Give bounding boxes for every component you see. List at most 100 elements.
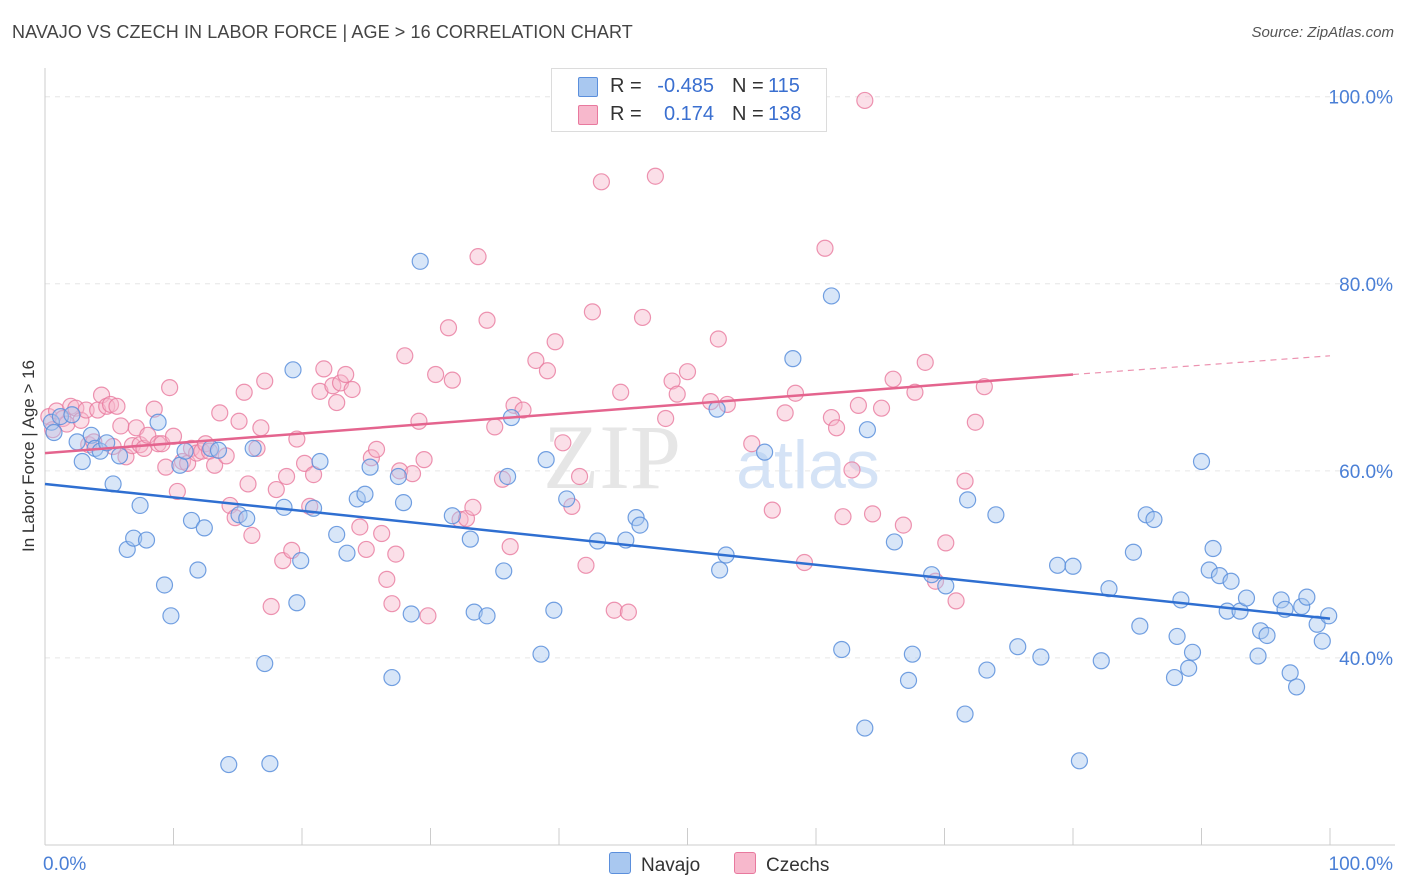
czech-point [256,372,274,390]
navajo-point [220,755,238,774]
czech-point [427,365,445,384]
czech-point [239,475,257,493]
czech-point [663,372,681,390]
navajo-point [1165,668,1184,687]
czech-point [884,370,902,388]
y-axis-label: In Labor Force | Age > 16 [19,360,38,552]
navajo-point [558,490,576,508]
source-label: Source: ZipAtlas.com [1251,24,1394,41]
czech-point [501,538,519,556]
navajo-point [858,421,877,439]
czech-point [315,360,333,378]
czech-point [108,397,126,415]
navajo-point [311,452,329,471]
navajo-point [1048,556,1067,574]
czech-point [822,408,841,427]
czech-point [161,379,179,397]
legend-n-label: N = [732,75,764,97]
navajo-point [885,533,903,551]
czech-point [657,409,675,428]
navajo-point [822,287,841,305]
navajo-point [338,544,356,562]
czech-trend-extension [1072,355,1331,376]
czech-point [92,386,111,404]
navajo-point [1124,543,1142,561]
czech-swatch [578,105,598,125]
navajo-point [1192,452,1211,471]
navajo-point [631,516,649,534]
navajo-point [149,413,167,431]
x-tick-label: 100.0% [1329,854,1394,875]
czech-point [554,434,572,452]
navajo-point [1092,652,1110,670]
navajo-point [708,400,726,418]
czech-point [633,308,652,327]
czech-point [112,417,130,435]
czech-point [230,412,248,430]
czech-point [493,470,512,488]
bottom-legend-navajo: Navajo [609,852,700,877]
czech-point [367,440,386,458]
czech-point [583,303,602,321]
navajo-point [1298,588,1316,606]
czech-point [439,319,458,337]
navajo-point [411,252,429,270]
navajo-point [755,443,774,461]
navajo-point [42,413,61,431]
legend-r-value: 0.174 [663,103,714,125]
navajo-point [137,531,156,549]
czech-point [211,404,229,422]
czech-trend-line [44,373,1074,455]
legend-n-label: N = [732,103,764,125]
czech-point [101,395,120,414]
navajo-point [833,640,851,659]
navajo-point [537,451,555,469]
navajo-point [899,671,918,689]
navajo-point [155,576,174,594]
navajo-point [209,441,228,459]
legend-n-value: 138 [768,103,802,125]
y-tick-label: 100.0% [1329,88,1394,109]
chart-title: NAVAJO VS CZECH IN LABOR FORCE | AGE > 1… [12,22,633,42]
czech-point [357,540,375,559]
czech-point [328,393,346,412]
navajo-point [1200,561,1218,579]
legend-r-label: R = [610,75,642,97]
czech-point [373,524,391,543]
navajo-point [978,661,996,679]
navajo-point [125,529,143,547]
czech-point [763,501,781,519]
navajo-point [356,485,374,503]
czech-point [415,451,433,469]
navajo-point [394,494,413,512]
navajo-point [478,607,496,625]
czech-point [894,516,912,534]
navajo-point [1064,557,1082,575]
czech-point [419,607,437,625]
legend-row-czech: R = 0.174 N = 138 [552,101,826,127]
navajo-point [937,577,955,595]
czech-point [776,404,794,422]
navajo-points [42,252,1338,774]
navajo-point [1287,678,1306,696]
czech-point [157,458,175,476]
navajo-point [856,719,874,737]
navajo-point [1204,539,1222,558]
czech-point [262,597,280,616]
navajo-point [465,603,483,621]
czech-point [527,351,545,370]
czech-point [351,518,369,536]
czech-point [916,353,934,371]
czech-point [678,363,697,381]
czech-point [856,91,874,110]
navajo-point [1145,510,1163,529]
czech-point [252,419,270,437]
czech-point [243,526,261,544]
czech-point [538,362,557,380]
legend-row-navajo: R = -0.485 N = 115 [552,73,826,99]
navajo-point [1172,591,1190,609]
czech-point [378,570,396,588]
czech-point [464,498,482,516]
navajo-point [284,361,302,379]
navajo-point [189,561,207,579]
